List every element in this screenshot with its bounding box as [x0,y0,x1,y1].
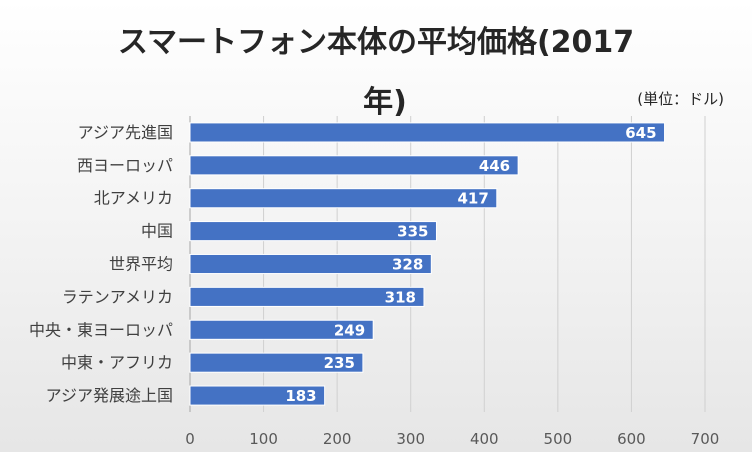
data-label: 645 [625,124,656,142]
data-label: 446 [479,157,510,175]
bar [189,188,498,209]
bars: 645 446 417 335 328 318 249 235 183 [189,122,666,406]
bar [189,385,326,406]
category-label: 西ヨーロッパ [77,156,173,175]
bar [189,286,425,307]
category-labels: アジア先進国西ヨーロッパ北アメリカ中国世界平均ラテンアメリカ中央・東ヨーロッパ中… [29,123,173,405]
x-tick-label: 500 [544,430,573,448]
category-label: 中国 [141,222,173,241]
x-tick-label: 100 [249,430,278,448]
bar [189,122,666,143]
x-tick-label: 0 [185,430,195,448]
x-tick-label: 200 [323,430,352,448]
bar [189,352,364,373]
data-label: 335 [397,223,428,241]
unit-label: (単位：ドル) [637,90,724,108]
bar [189,155,519,176]
data-label: 235 [324,354,355,372]
data-label: 183 [285,387,316,405]
x-tick-label: 600 [617,430,646,448]
data-label: 249 [334,321,365,339]
category-label: アジア先進国 [78,123,173,142]
bar [189,319,374,340]
x-tick-labels: 0 100 200 300 400 500 600 700 [185,430,719,448]
category-label: ラテンアメリカ [62,287,173,306]
bar [189,221,437,242]
x-tick-label: 400 [470,430,499,448]
category-label: 中東・アフリカ [61,353,173,372]
chart-title-line-1: スマートフォン本体の平均価格(2017 [117,25,635,60]
x-tick-label: 300 [396,430,425,448]
chart-title-line-2: 年) [363,85,407,120]
x-tick-label: 700 [691,430,720,448]
data-label: 318 [385,288,416,306]
data-label: 417 [457,190,488,208]
category-label: 北アメリカ [94,189,173,208]
category-label: アジア発展途上国 [46,386,173,405]
data-label: 328 [392,256,423,274]
bar [189,253,432,275]
category-label: 中央・東ヨーロッパ [29,320,173,339]
category-label: 世界平均 [109,255,173,274]
